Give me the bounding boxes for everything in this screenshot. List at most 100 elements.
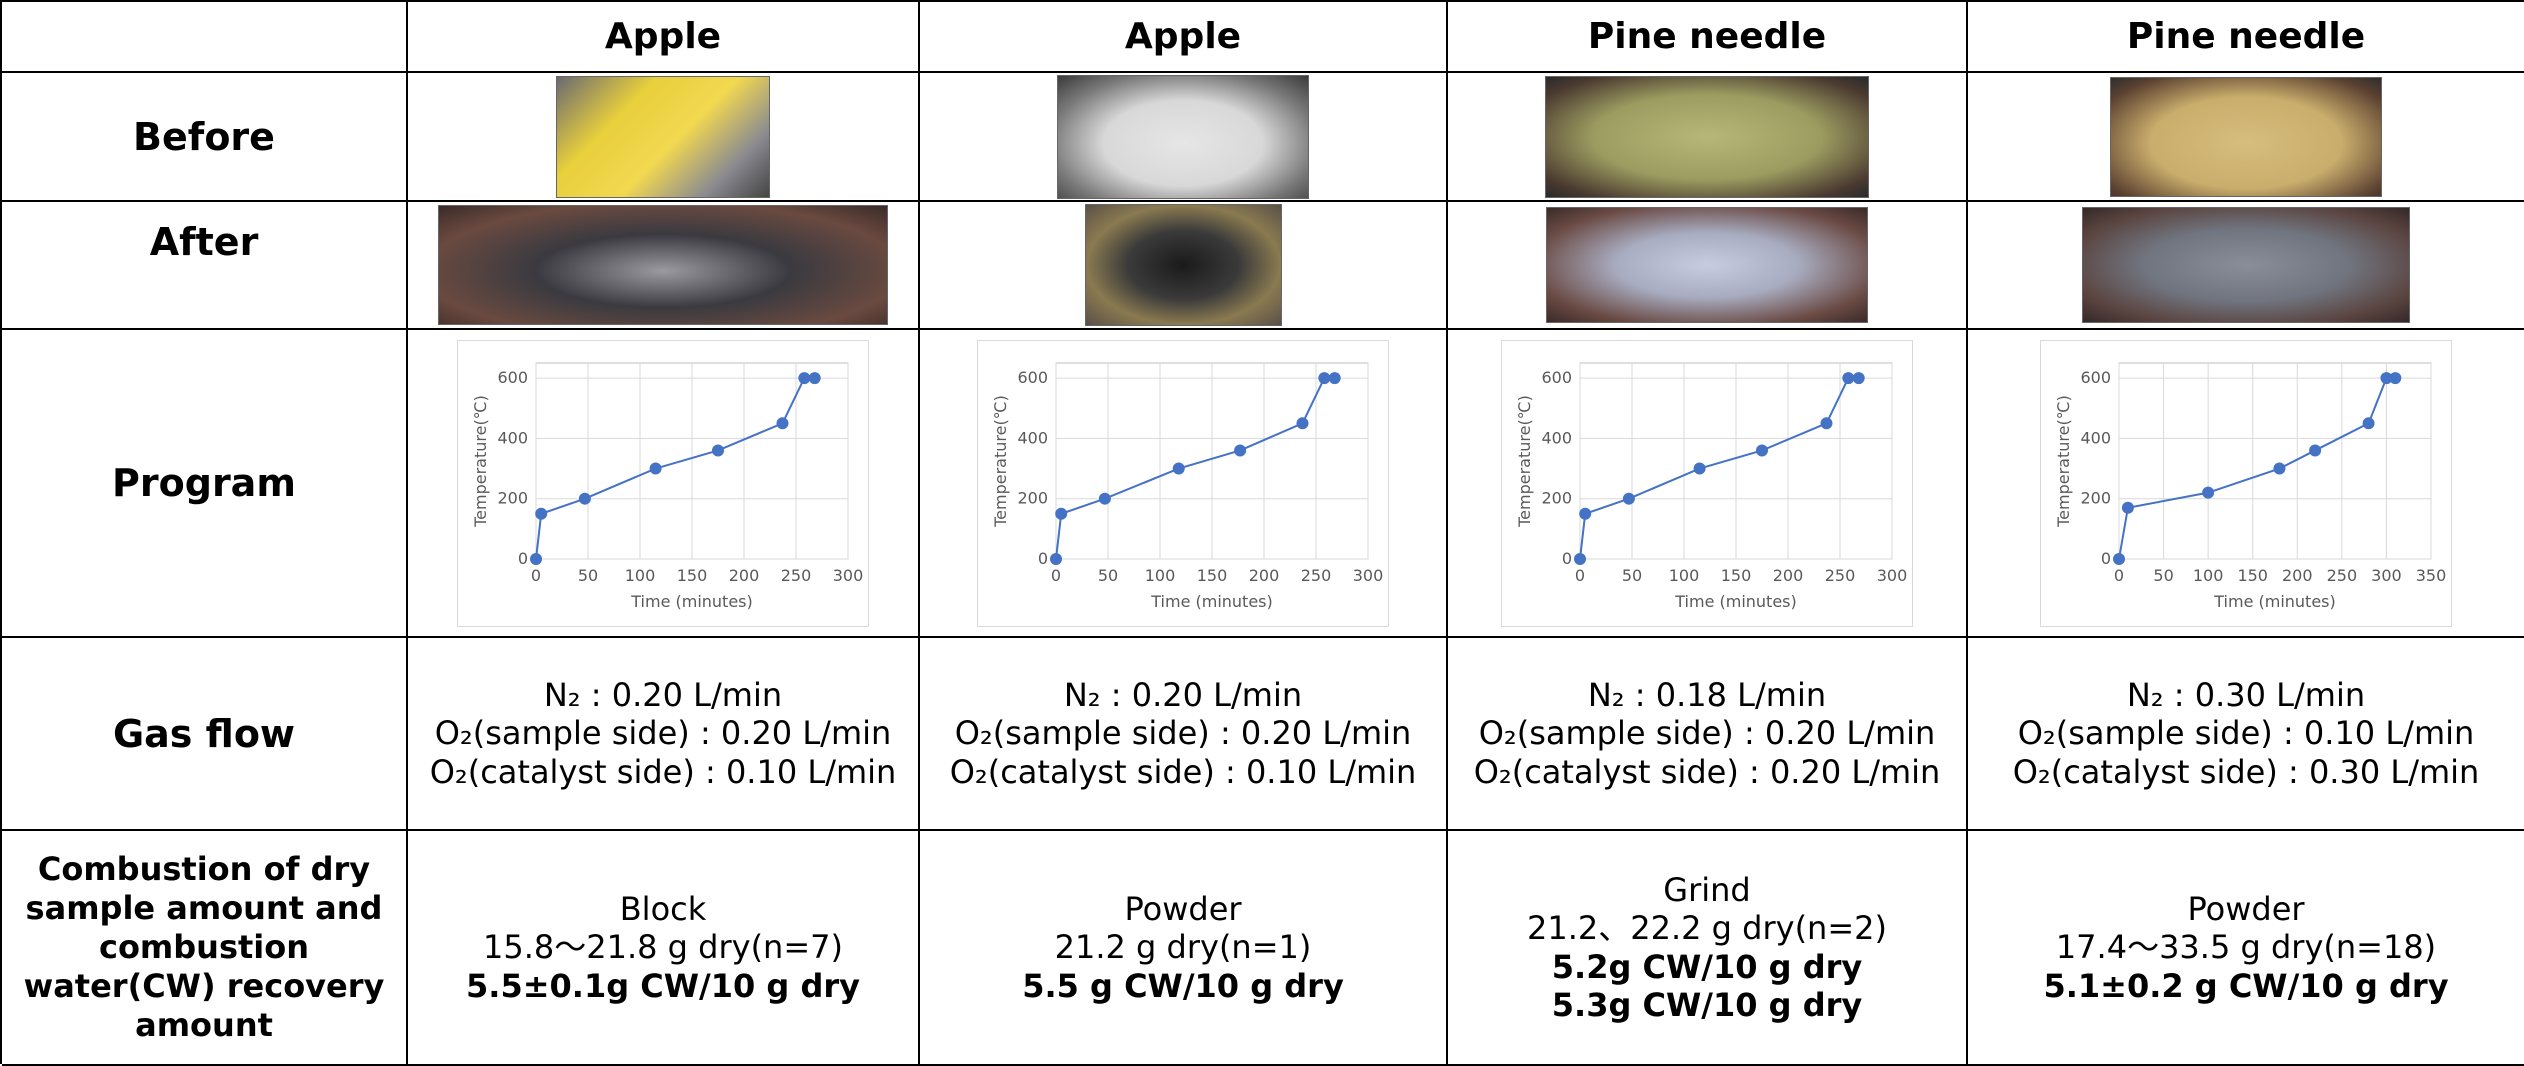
sample-amount: 17.4～33.5 g dry(n=18) <box>2056 928 2436 966</box>
row-label: After <box>2 202 408 330</box>
gas-line: N₂ : 0.20 L/min <box>544 676 782 714</box>
data-point <box>2309 444 2321 456</box>
x-tick-label: 250 <box>1301 566 1332 585</box>
gas-line: N₂ : 0.18 L/min <box>1588 676 1826 714</box>
x-tick-label: 200 <box>1249 566 1280 585</box>
sample-amount: 15.8～21.8 g dry(n=7) <box>483 928 843 966</box>
data-point <box>530 553 542 565</box>
y-tick-label: 400 <box>1541 428 1572 447</box>
combustion-cell: Powder21.2 g dry(n=1)5.5 g CW/10 g dry <box>920 831 1448 1066</box>
y-tick-label: 0 <box>1562 549 1572 568</box>
x-tick-label: 250 <box>2327 566 2358 585</box>
photo-cell <box>1968 202 2524 330</box>
x-tick-label: 350 <box>2416 566 2447 585</box>
x-tick-label: 50 <box>2153 566 2173 585</box>
x-axis-label: Time (minutes) <box>2213 592 2336 611</box>
y-axis-label: Temperature(℃) <box>2054 395 2073 528</box>
data-point <box>1099 492 1111 504</box>
row-label: Program <box>2 330 408 638</box>
x-tick-label: 150 <box>1721 566 1752 585</box>
x-tick-label: 0 <box>1575 566 1585 585</box>
x-tick-label: 150 <box>677 566 708 585</box>
y-tick-label: 200 <box>1017 488 1048 507</box>
photo-cell <box>920 202 1448 330</box>
gas-line: O₂(sample side) : 0.20 L/min <box>1479 714 1936 752</box>
data-point <box>712 444 724 456</box>
data-point <box>1055 507 1067 519</box>
data-point <box>1050 553 1062 565</box>
y-tick-label: 0 <box>518 549 528 568</box>
data-point <box>1329 372 1341 384</box>
sample-form: Grind <box>1663 871 1750 909</box>
x-tick-label: 150 <box>2237 566 2268 585</box>
x-axis-label: Time (minutes) <box>630 592 753 611</box>
data-point <box>776 417 788 429</box>
x-tick-label: 100 <box>1145 566 1176 585</box>
x-tick-label: 200 <box>729 566 760 585</box>
data-point <box>2273 462 2285 474</box>
data-point <box>1574 553 1586 565</box>
photo <box>556 76 770 198</box>
photo <box>1545 76 1869 198</box>
x-tick-label: 300 <box>2371 566 2402 585</box>
photo <box>1085 204 1282 326</box>
x-tick-label: 0 <box>531 566 541 585</box>
photo <box>2082 207 2410 323</box>
y-tick-label: 200 <box>2080 488 2111 507</box>
x-tick-label: 300 <box>833 566 864 585</box>
photo-cell <box>1968 73 2524 202</box>
y-tick-label: 600 <box>497 368 528 387</box>
gas-line: O₂(sample side) : 0.20 L/min <box>955 714 1412 752</box>
gas-line: O₂(sample side) : 0.20 L/min <box>435 714 892 752</box>
row-label: Gas flow <box>2 638 408 831</box>
row-label: Before <box>2 73 408 202</box>
photo-cell <box>408 202 920 330</box>
gas-line: N₂ : 0.20 L/min <box>1064 676 1302 714</box>
gas-line: O₂(sample side) : 0.10 L/min <box>2018 714 2475 752</box>
data-line <box>536 378 815 559</box>
data-point <box>1842 372 1854 384</box>
photo <box>438 205 888 325</box>
sample-form: Powder <box>2187 890 2304 928</box>
y-tick-label: 400 <box>497 428 528 447</box>
y-tick-label: 600 <box>1541 368 1572 387</box>
x-tick-label: 0 <box>2114 566 2124 585</box>
gas-line: O₂(catalyst side) : 0.10 L/min <box>950 753 1417 791</box>
gas-line: O₂(catalyst side) : 0.10 L/min <box>430 753 897 791</box>
data-point <box>809 372 821 384</box>
y-axis-label: Temperature(℃) <box>1515 395 1534 528</box>
sample-form: Block <box>620 890 707 928</box>
corner-cell <box>2 2 408 73</box>
y-tick-label: 0 <box>1038 549 1048 568</box>
photo-cell <box>1448 73 1968 202</box>
data-point <box>1173 462 1185 474</box>
data-point <box>2113 553 2125 565</box>
x-tick-label: 50 <box>1622 566 1642 585</box>
x-tick-label: 100 <box>1669 566 1700 585</box>
y-axis-label: Temperature(℃) <box>471 395 490 528</box>
x-tick-label: 100 <box>625 566 656 585</box>
y-tick-label: 200 <box>1541 488 1572 507</box>
y-tick-label: 0 <box>2101 549 2111 568</box>
y-tick-label: 400 <box>2080 428 2111 447</box>
gas-line: O₂(catalyst side) : 0.20 L/min <box>1474 753 1941 791</box>
recovery: 5.5±0.1g CW/10 g dry <box>466 967 860 1005</box>
data-line <box>1056 378 1335 559</box>
y-tick-label: 600 <box>2080 368 2111 387</box>
data-point <box>1318 372 1330 384</box>
data-point <box>650 462 662 474</box>
x-tick-label: 250 <box>781 566 812 585</box>
data-point <box>535 507 547 519</box>
x-tick-label: 0 <box>1051 566 1061 585</box>
data-point <box>1623 492 1635 504</box>
